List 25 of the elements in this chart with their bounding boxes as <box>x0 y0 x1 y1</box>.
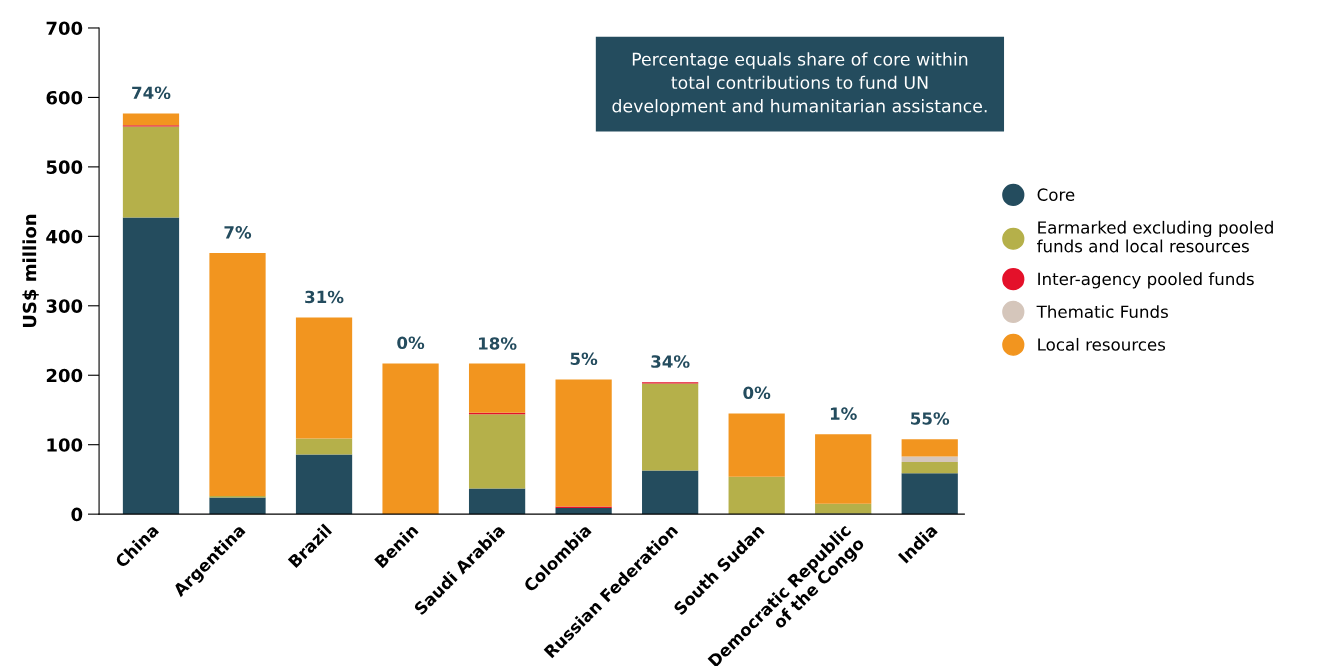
annotation: 5% <box>570 352 598 366</box>
y-tick-label: 100 <box>47 438 83 452</box>
y-tick-label: 300 <box>46 299 83 313</box>
legend-label: Inter-agency pooled funds <box>1038 272 1254 289</box>
y-tick-label: 0 <box>71 507 83 522</box>
annotation: 7% <box>224 226 252 239</box>
annotation: 74% <box>132 86 171 100</box>
legend-label: Local resources <box>1038 337 1166 351</box>
annotation: Percentage equals share of core within total contributions to fund UN development and humanitarian assistance. <box>612 52 987 116</box>
annotation: 1% <box>830 407 857 420</box>
y-tick-label: 200 <box>46 368 83 383</box>
legend-label: Thematic Funds <box>1036 305 1168 319</box>
annotation: 55% <box>911 412 950 425</box>
y-tick-label: 400 <box>46 229 83 244</box>
annotation: 34% <box>651 355 690 368</box>
y-tick-label: 500 <box>46 160 83 174</box>
y-tick-label: 700 <box>46 21 83 36</box>
legend-label: Core <box>1037 188 1075 201</box>
y-tick-label: 600 <box>46 90 83 105</box>
y-axis-title: US$ million <box>22 214 39 328</box>
legend-label: Earmarked excluding pooled funds and local resources <box>1037 220 1273 253</box>
annotation: 18% <box>479 337 517 350</box>
annotation: 0% <box>743 386 771 400</box>
annotation: 31% <box>305 290 344 304</box>
annotation: 0% <box>397 336 425 350</box>
